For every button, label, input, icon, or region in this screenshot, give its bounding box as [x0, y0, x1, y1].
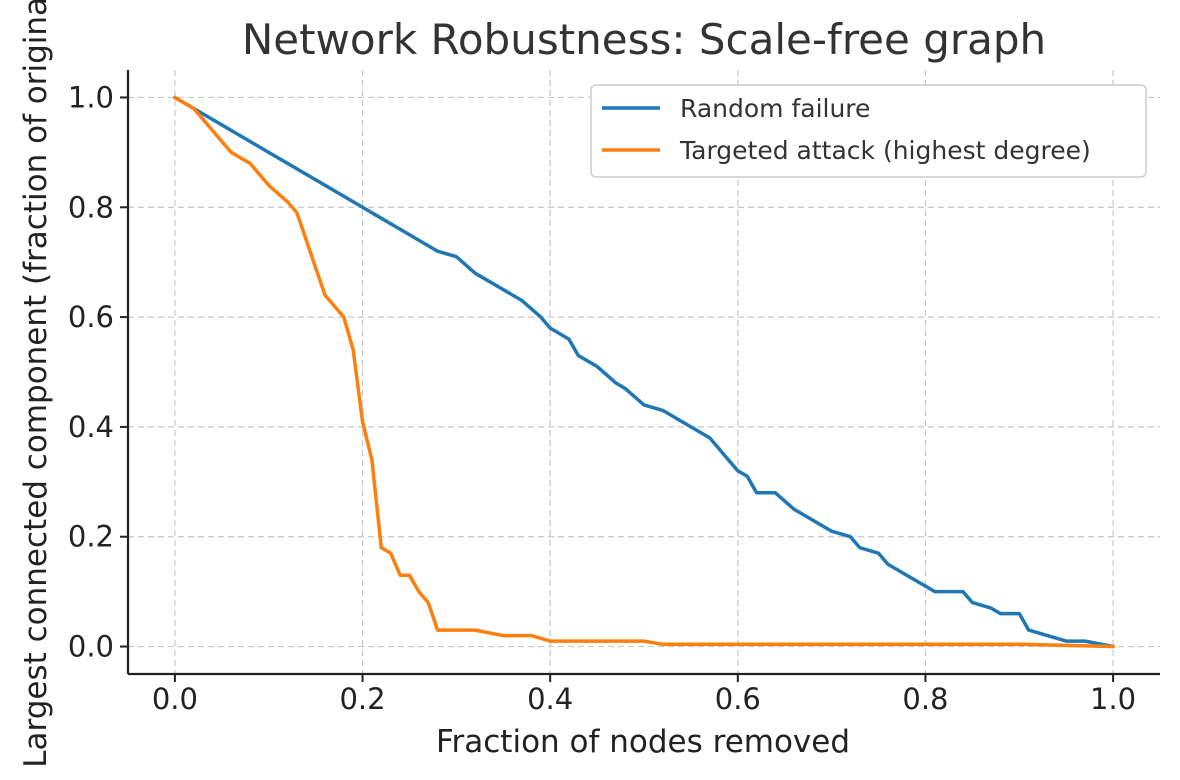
legend-box: [590, 84, 1147, 178]
x-tick-label: 0.2: [339, 682, 385, 716]
legend-label-random-failure: Random failure: [680, 94, 870, 123]
x-axis-label: Fraction of nodes removed: [436, 724, 850, 760]
y-tick-label: 0.0: [68, 630, 114, 664]
x-tick-label: 0.6: [715, 682, 761, 716]
y-tick-label: 0.4: [68, 410, 114, 444]
x-tick-label: 0.0: [152, 682, 198, 716]
series-line-targeted-attack: [173, 95, 1115, 649]
y-tick-label: 1.0: [68, 80, 114, 114]
x-tick-label: 0.8: [902, 682, 948, 716]
y-axis-label: Largest connected component (fraction of…: [18, 0, 54, 768]
legend-label-targeted-attack: Targeted attack (highest degree): [679, 136, 1091, 165]
series-lines: [173, 95, 1115, 649]
chart-title: Network Robustness: Scale-free graph: [242, 15, 1046, 64]
tick-labels: 0.0 0.2 0.4 0.6 0.8 1.0 0.0 0.2 0.4 0.6 0.8 1.0: [68, 80, 1136, 716]
x-tick-label: 0.4: [527, 682, 573, 716]
series-line-random-failure: [173, 95, 1115, 649]
y-tick-label: 0.8: [68, 190, 114, 224]
legend[interactable]: Random failure Targeted attack (highest …: [590, 84, 1147, 178]
axes: [120, 70, 1160, 682]
y-tick-label: 0.6: [68, 300, 114, 334]
x-tick-label: 1.0: [1090, 682, 1136, 716]
y-tick-label: 0.2: [68, 520, 114, 554]
